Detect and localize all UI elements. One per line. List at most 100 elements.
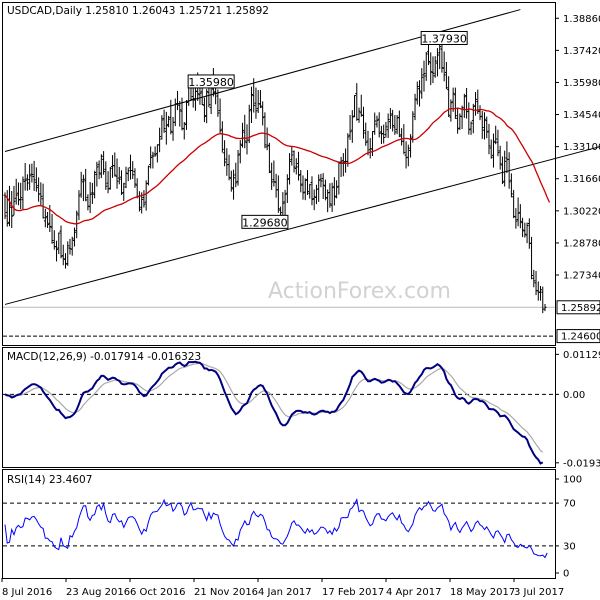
price-bar	[388, 108, 392, 129]
price-bar	[319, 173, 323, 188]
last-price-tag-label: 1.25892	[561, 303, 600, 314]
price-bar	[5, 190, 9, 227]
rsi-y-axis: 100 70 30 0	[555, 475, 582, 580]
price-bar	[77, 190, 81, 221]
price-bar	[198, 85, 202, 105]
price-bar	[265, 127, 269, 151]
price-bar	[292, 150, 296, 173]
price-bar	[305, 170, 309, 196]
price-y-tick-label: 1.28780	[563, 238, 600, 249]
x-tick-label: 8 Jul 2016	[2, 587, 52, 598]
price-bar	[216, 89, 220, 117]
price-bar	[413, 93, 417, 121]
price-bar	[424, 51, 428, 81]
price-bar	[234, 162, 238, 188]
price-bar	[303, 178, 307, 201]
price-bar	[169, 99, 173, 135]
price-bar	[115, 158, 119, 189]
price-bar	[420, 68, 424, 99]
price-bar	[362, 106, 366, 139]
price-bar	[393, 114, 397, 135]
price-bar	[30, 163, 34, 183]
price-bar	[523, 222, 527, 238]
price-bar	[297, 151, 301, 181]
macd-y-tick-label: 0.00	[563, 390, 585, 401]
price-y-tick-label: 1.31660	[563, 174, 600, 185]
price-y-tick-label: 1.30220	[563, 206, 600, 217]
price-bar	[375, 115, 379, 128]
price-bar	[483, 112, 487, 140]
rsi-y-tick-label: 100	[563, 475, 582, 486]
support-level-tag-box	[556, 329, 600, 344]
price-bar	[261, 101, 265, 126]
price-bar	[341, 153, 345, 177]
price-bar	[456, 108, 460, 134]
price-bar	[384, 121, 388, 138]
price-bar	[518, 204, 522, 229]
x-tick-label: 18 May 2017	[450, 587, 515, 598]
price-bar	[126, 167, 130, 182]
price-bar	[429, 52, 433, 86]
price-bar	[487, 123, 491, 155]
price-bar	[236, 149, 240, 186]
support-level-tag-label: 1.24600	[561, 332, 600, 343]
price-bar	[543, 303, 547, 312]
price-bar	[252, 78, 256, 113]
price-annotation-label: 1.29680	[242, 216, 288, 229]
price-y-tick-label: 1.33100	[563, 142, 600, 153]
price-bar	[348, 114, 352, 140]
price-bar	[243, 114, 247, 149]
price-bar	[500, 156, 504, 185]
price-bar	[431, 56, 435, 84]
price-bar	[335, 180, 339, 199]
price-bar	[272, 160, 276, 187]
price-bar	[433, 56, 437, 78]
price-bar	[270, 162, 274, 190]
price-bar	[469, 121, 473, 135]
price-bar	[19, 182, 23, 210]
price-bar	[480, 110, 484, 139]
price-bar	[247, 104, 251, 144]
price-bar	[164, 111, 168, 145]
price-bar	[449, 99, 453, 122]
price-bar	[57, 232, 61, 255]
price-bar	[61, 244, 65, 266]
price-bar	[516, 197, 520, 227]
symbol-title: USDCAD,Daily 1.25810 1.26043 1.25721 1.2…	[7, 5, 269, 17]
price-annotation-box	[241, 214, 289, 229]
price-bar	[440, 41, 444, 73]
price-bar	[299, 170, 303, 193]
price-bar	[99, 154, 103, 179]
price-annotation-label: 1.37930	[421, 32, 467, 45]
macd-line	[4, 360, 544, 465]
price-bar	[310, 176, 314, 206]
price-bar	[12, 185, 16, 216]
price-bar	[184, 100, 188, 130]
price-bar	[207, 86, 211, 108]
price-bar	[357, 107, 361, 123]
x-tick-label: 3 Jul 2017	[514, 587, 564, 598]
price-bar	[373, 112, 377, 135]
price-bar	[34, 167, 38, 192]
price-bar	[95, 161, 99, 187]
price-bar	[25, 174, 29, 191]
price-bar	[3, 192, 7, 220]
price-bar	[514, 208, 518, 229]
price-bar	[200, 86, 204, 106]
price-bar	[191, 87, 195, 108]
price-bar	[133, 168, 137, 188]
price-bar	[21, 176, 25, 210]
price-bar	[39, 182, 43, 206]
price-annotation: 1.35980	[187, 74, 235, 89]
price-bar	[93, 170, 97, 199]
price-bar	[66, 241, 70, 266]
price-bar	[59, 225, 63, 259]
price-bar	[79, 171, 83, 198]
price-bar	[263, 112, 267, 149]
candlestick-series	[3, 38, 547, 314]
price-bar	[411, 111, 415, 143]
price-bar	[205, 88, 209, 124]
price-bar	[229, 170, 233, 192]
price-bar	[406, 144, 410, 167]
price-bar	[142, 190, 146, 208]
